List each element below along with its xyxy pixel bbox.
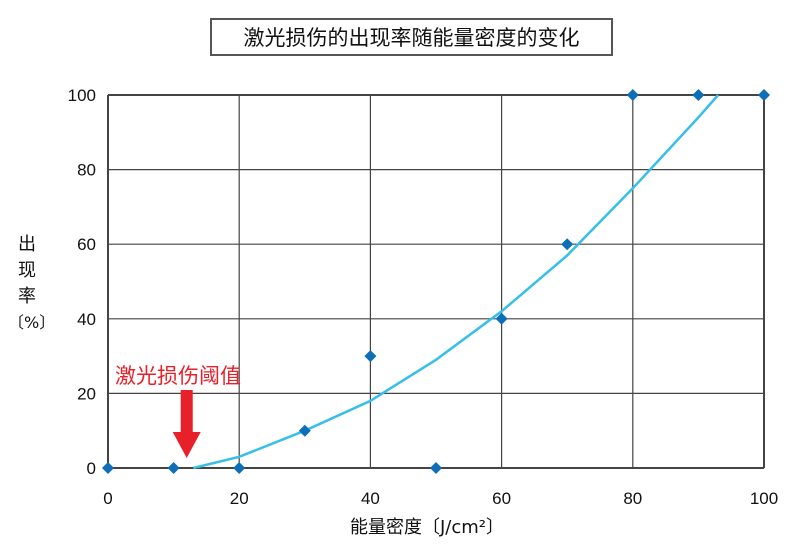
threshold-arrow-icon	[172, 390, 201, 458]
data-point-diamond-icon	[298, 424, 311, 437]
y-axis-label-char: 出	[18, 234, 36, 255]
y-tick-label: 100	[68, 86, 96, 105]
data-point-diamond-icon	[430, 462, 442, 474]
grid-lines	[107, 94, 765, 469]
x-tick-label: 100	[750, 489, 778, 508]
y-tick-label: 80	[77, 161, 96, 180]
x-tick-label: 20	[230, 489, 249, 508]
data-point-diamond-icon	[692, 89, 705, 101]
data-point-diamond-icon	[233, 462, 246, 474]
x-tick-label: 60	[492, 489, 511, 508]
data-point-diamond-icon	[495, 312, 508, 325]
data-point-diamond-icon	[758, 89, 770, 101]
x-axis-label: 能量密度〔J/cm²〕	[350, 517, 505, 538]
data-point-diamond-icon	[626, 89, 639, 101]
x-tick-label: 80	[623, 489, 642, 508]
axis-ticks: 0 20 40 60 80 100 0 20 40 60 80 100	[68, 86, 779, 508]
data-point-diamond-icon	[561, 238, 574, 251]
data-points	[102, 89, 770, 474]
threshold-annotation: 激光损伤阈值	[115, 364, 241, 388]
y-axis-label: 出 现 率 〔%〕	[8, 232, 55, 336]
y-axis-label-char: 现	[18, 260, 36, 281]
data-point-diamond-icon	[167, 462, 180, 474]
y-tick-label: 20	[77, 384, 96, 403]
y-axis-label-char: 率	[18, 286, 36, 307]
y-tick-label: 0	[87, 459, 96, 478]
data-point-diamond-icon	[102, 462, 114, 474]
data-point-diamond-icon	[364, 350, 377, 363]
x-tick-label: 0	[103, 489, 112, 508]
y-axis-label-unit: 〔%〕	[8, 313, 56, 332]
chart-title: 激光损伤的出现率随能量密度的变化	[210, 18, 613, 56]
x-tick-label: 40	[361, 489, 380, 508]
y-tick-label: 40	[77, 310, 96, 329]
y-tick-label: 60	[77, 235, 96, 254]
fit-curve	[193, 94, 720, 470]
